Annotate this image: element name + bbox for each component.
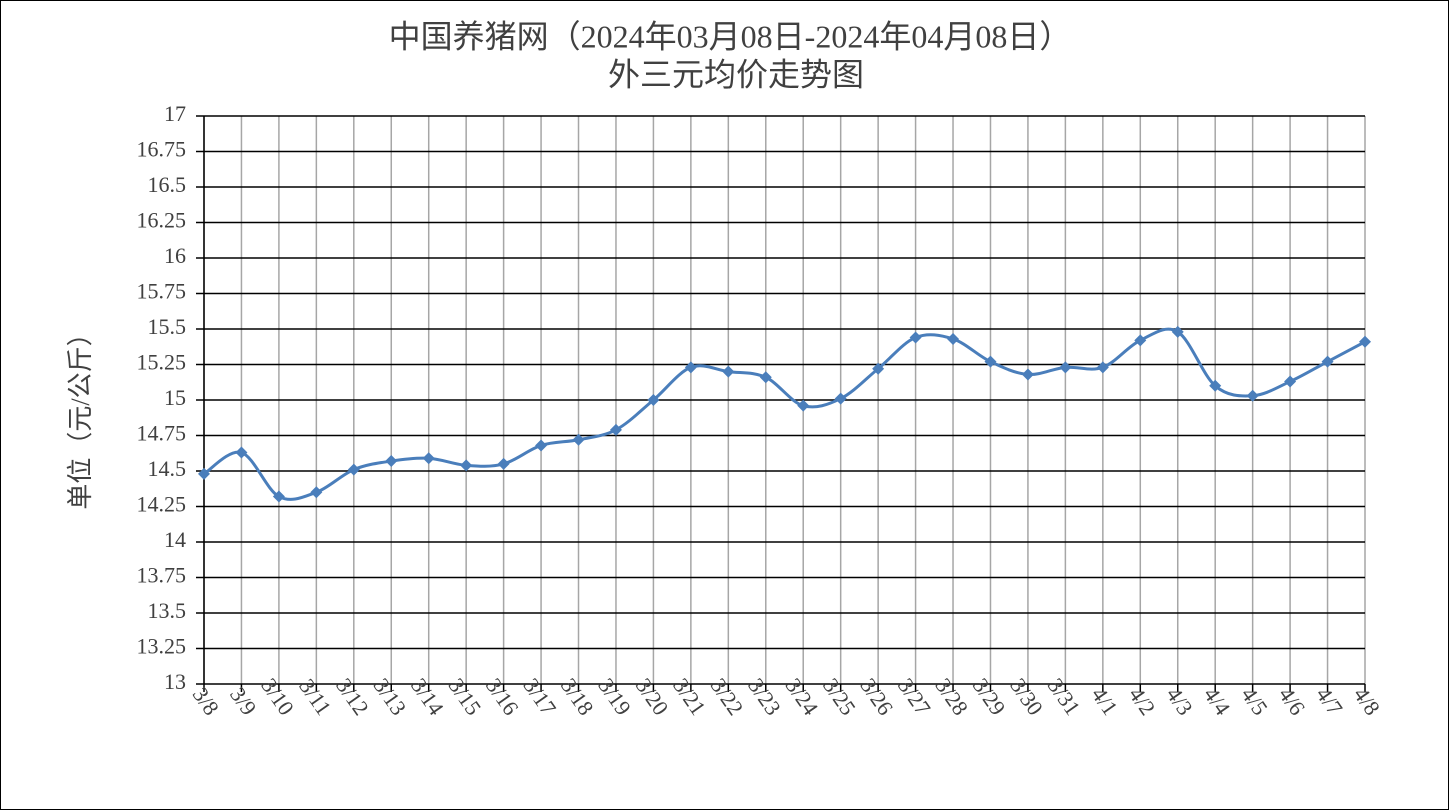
y-tick-label: 13.75 xyxy=(137,563,187,588)
point-marker xyxy=(797,399,810,412)
y-tick-label: 14.5 xyxy=(148,456,187,481)
point-marker xyxy=(1246,389,1259,402)
point-marker xyxy=(647,394,660,406)
chart-subtitle: 外三元均价走势图 xyxy=(608,56,864,92)
point-marker xyxy=(1209,379,1222,392)
point-marker xyxy=(198,467,210,480)
y-tick-label: 14 xyxy=(164,527,186,552)
point-marker xyxy=(1021,368,1034,381)
point-marker xyxy=(497,457,510,470)
y-tick-label: 13.25 xyxy=(137,634,187,659)
point-marker xyxy=(872,362,885,375)
point-marker xyxy=(1284,375,1297,388)
point-marker xyxy=(535,439,548,452)
point-marker xyxy=(1059,361,1072,374)
point-marker xyxy=(1321,355,1334,368)
y-tick-label: 13.5 xyxy=(148,598,187,623)
point-marker xyxy=(1134,334,1147,347)
point-marker xyxy=(984,355,997,368)
point-marker xyxy=(909,331,922,344)
point-marker xyxy=(572,433,585,446)
point-marker xyxy=(759,371,772,384)
point-marker xyxy=(834,392,847,405)
y-tick-label: 13 xyxy=(164,669,186,694)
point-marker xyxy=(272,490,285,503)
y-tick-label: 14.25 xyxy=(137,492,187,517)
chart-title: 中国养猪网（2024年03月08日-2024年04月08日） xyxy=(389,18,1072,54)
point-marker xyxy=(1171,325,1184,338)
point-marker xyxy=(947,332,960,345)
point-marker xyxy=(235,446,248,459)
y-tick-label: 16.75 xyxy=(137,137,187,162)
point-marker xyxy=(460,459,473,472)
point-marker xyxy=(422,452,435,465)
point-marker xyxy=(722,365,735,378)
y-tick-label: 16.5 xyxy=(148,172,187,197)
point-marker xyxy=(385,455,398,468)
y-tick-label: 16.25 xyxy=(137,208,187,233)
point-marker xyxy=(1359,335,1371,348)
y-tick-label: 17 xyxy=(164,101,186,126)
y-tick-label: 15 xyxy=(164,385,186,410)
point-marker xyxy=(310,486,323,499)
point-marker xyxy=(347,463,360,476)
point-marker xyxy=(1096,361,1109,374)
y-axis-label: 单位（元/公斤） xyxy=(66,320,95,509)
point-marker xyxy=(684,361,697,374)
y-tick-label: 16 xyxy=(164,243,186,268)
y-tick-label: 14.75 xyxy=(137,421,187,446)
y-tick-label: 15.25 xyxy=(137,350,187,375)
point-marker xyxy=(609,423,622,436)
y-tick-label: 15.5 xyxy=(148,314,187,339)
y-tick-label: 15.75 xyxy=(137,279,187,304)
